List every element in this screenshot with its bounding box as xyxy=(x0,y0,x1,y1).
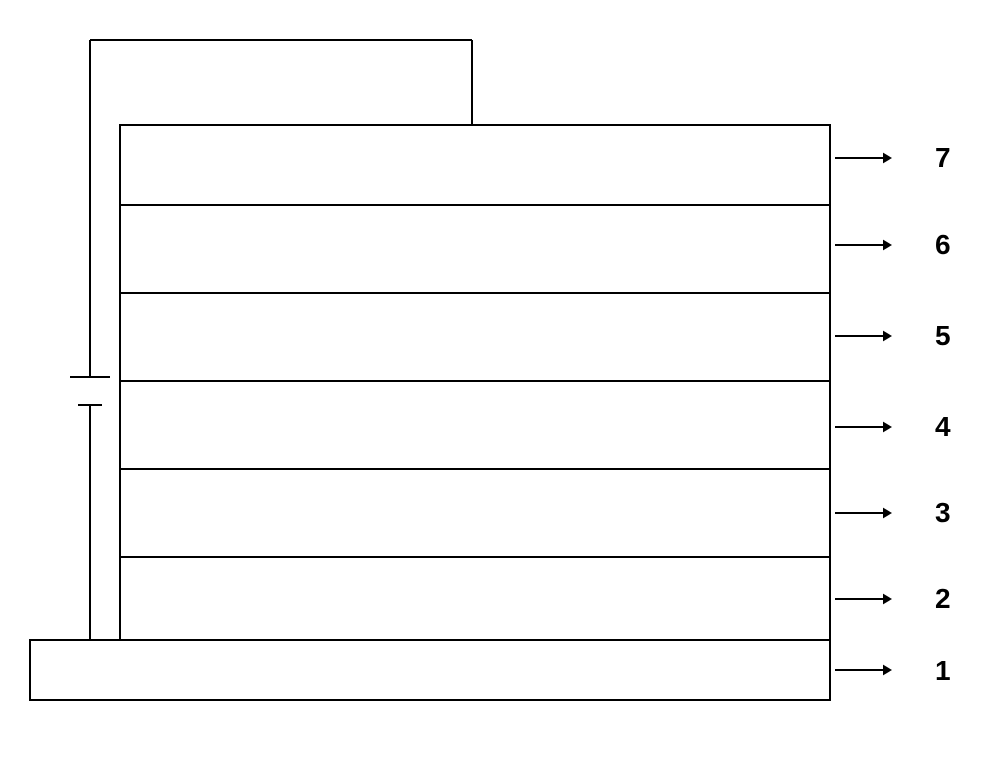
arrow-2 xyxy=(835,594,892,605)
arrow-1 xyxy=(835,665,892,676)
stacked-layers xyxy=(120,125,830,640)
base-layer xyxy=(30,640,830,700)
label-4: 4 xyxy=(935,411,951,443)
arrow-5 xyxy=(835,331,892,342)
diagram-svg xyxy=(0,0,1000,753)
label-7: 7 xyxy=(935,142,951,174)
diagram-canvas: 1 2 3 4 5 6 7 xyxy=(0,0,1000,753)
layer-5 xyxy=(120,293,830,381)
arrow-7 xyxy=(835,153,892,164)
label-1: 1 xyxy=(935,655,951,687)
label-6: 6 xyxy=(935,229,951,261)
label-2: 2 xyxy=(935,583,951,615)
label-5: 5 xyxy=(935,320,951,352)
arrow-3 xyxy=(835,508,892,519)
layer-3 xyxy=(120,469,830,557)
label-arrows xyxy=(835,153,892,676)
layer-6 xyxy=(120,205,830,293)
arrow-4 xyxy=(835,422,892,433)
arrow-6 xyxy=(835,240,892,251)
label-3: 3 xyxy=(935,497,951,529)
layer-2 xyxy=(120,557,830,640)
layer-7 xyxy=(120,125,830,205)
layer-4 xyxy=(120,381,830,469)
